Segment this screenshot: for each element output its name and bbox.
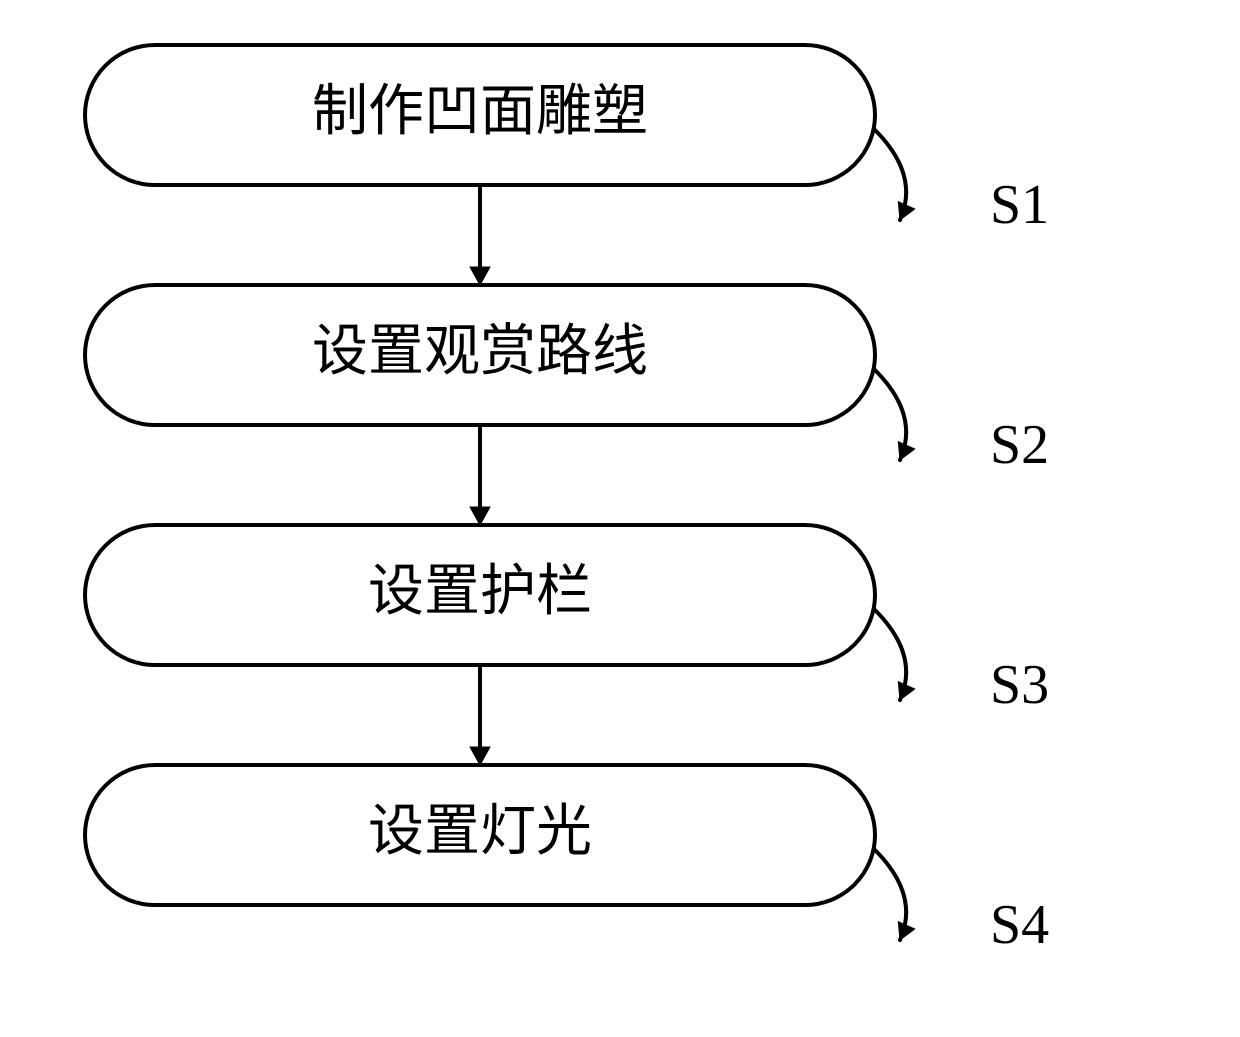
flow-step-text: 设置观赏路线: [312, 321, 648, 383]
flow-arrow-head: [470, 267, 490, 285]
flow-step-label: S1: [990, 174, 1049, 236]
flow-step-pointer: [875, 850, 915, 940]
flow-step-label: S4: [990, 894, 1049, 956]
flow-step-pointer: [875, 370, 915, 460]
flow-step-pointer: [875, 130, 915, 220]
flow-step-text: 设置护栏: [368, 561, 592, 623]
flow-step-label: S3: [990, 654, 1049, 716]
flow-step-label: S2: [990, 414, 1049, 476]
flow-arrow-head: [470, 747, 490, 765]
flow-step-text: 制作凹面雕塑: [312, 81, 648, 143]
flow-step-pointer: [875, 610, 915, 700]
flow-step-text: 设置灯光: [368, 801, 592, 863]
flow-arrow-head: [470, 507, 490, 525]
